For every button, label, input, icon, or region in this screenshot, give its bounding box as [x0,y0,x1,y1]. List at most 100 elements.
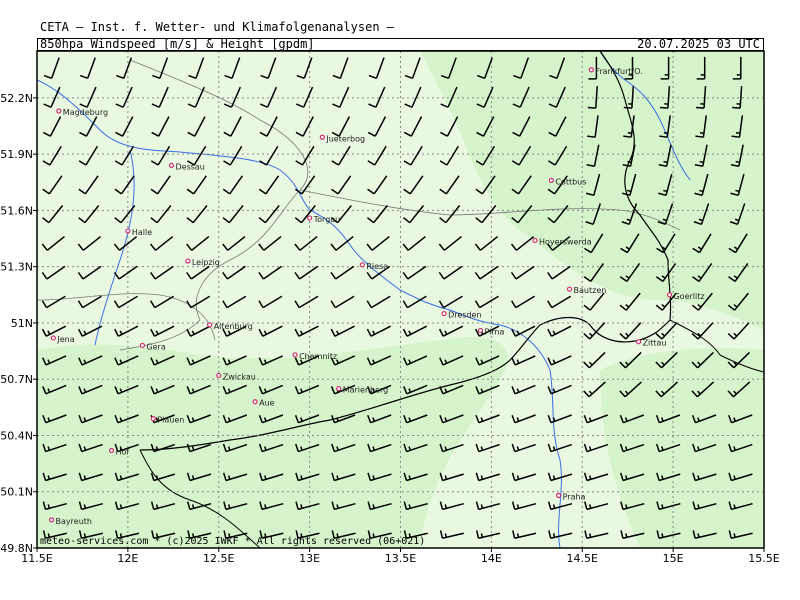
wind-barb [476,57,493,80]
city-marker: Gera [139,342,166,351]
wind-barb [620,233,640,254]
city-marker: Frankfurt/O. [588,67,643,76]
wind-barb [222,414,248,424]
wind-barb [113,236,138,251]
lon-tick-label: 12E [117,552,138,565]
city-label: Cottbus [555,177,586,186]
wind-barb [77,265,102,280]
wind-barb [658,144,672,168]
wind-barb [619,381,642,398]
wind-barb [43,86,61,108]
wind-barb [150,205,172,224]
wind-barb [655,262,677,283]
city-dot [139,342,146,349]
city-marker: Magdeburg [56,108,108,117]
wind-barb [511,384,536,395]
wind-barb [511,175,532,195]
city-dot [50,335,56,341]
wind-barb [113,265,138,280]
wind-barb [510,236,535,251]
wind-barb [42,175,63,195]
lon-tick-label: 11.5E [21,552,52,565]
wind-barbs [41,56,753,539]
wind-barb [258,414,284,424]
wind-barb [295,501,320,511]
wind-barb [367,530,392,539]
wind-barb [438,265,463,280]
wind-barb [258,355,283,366]
wind-barb [367,501,392,511]
wind-barb [223,530,248,539]
wind-barb [512,116,531,137]
wind-barb [186,295,211,309]
wind-barb [295,116,314,137]
wind-barb [404,57,421,80]
wind-barb [41,295,66,309]
wind-barb [258,295,283,309]
wind-barb [474,236,499,251]
wind-barb [77,295,102,309]
wind-barb [403,414,428,424]
wind-barb [187,145,207,166]
country-border-bavaria [139,449,261,548]
wind-barb [657,203,674,226]
wind-barb [41,265,66,280]
wind-barb [113,295,138,309]
wind-barb [619,262,641,283]
city-dot [359,262,365,268]
wind-barb [586,144,600,168]
wind-barb [223,116,242,137]
wind-barb [512,86,530,108]
state-border-thuringia [37,293,216,341]
city-label: Bayreuth [56,517,92,526]
wind-barb [439,472,464,482]
wind-barb [655,292,677,311]
wind-barb [78,355,103,366]
wind-barb [659,86,671,109]
wind-barb [584,233,604,254]
wind-barb [475,530,501,539]
city-marker: Pirna [477,327,505,336]
wind-barb [547,205,569,224]
wind-barb [692,443,717,453]
wind-barb [547,295,572,309]
wind-barb [403,384,428,395]
wind-barb [728,414,753,424]
wind-barb [368,86,386,108]
lat-tick-label: 51.3N [0,261,33,274]
city-label: Dresden [448,311,481,320]
lon-tick-label: 14.5E [567,552,598,565]
wind-barb [587,86,598,109]
city-dot [319,134,325,140]
wind-barb [475,501,501,511]
wind-barb [222,265,246,280]
wind-barb [223,145,243,166]
wind-barb [695,115,708,138]
wind-barb [583,472,609,482]
wind-barb [222,325,247,337]
wind-barb [366,384,392,395]
city-marker: Goerlitz [666,292,705,301]
city-dot [532,237,538,244]
wind-barb [547,325,572,337]
wind-barb [402,295,427,309]
city-label: Zittau [643,339,667,348]
wind-barb [547,384,572,395]
wind-barb [439,175,460,195]
wind-barb [548,116,567,137]
wind-barb [692,233,712,254]
wind-barb [548,86,566,108]
wind-barb [78,205,100,224]
city-dot [207,322,213,328]
wind-barb [294,355,319,366]
wind-barb [367,472,392,482]
cities-layer: Magdeburg Jueterbog Dessau Cottbus Frankfurt… [48,67,705,526]
state-border [119,59,309,351]
wind-barb [331,145,351,166]
city-marker: Hoyerswerda [532,237,592,246]
wind-barb [510,295,535,309]
wind-barb [186,355,211,366]
city-dot [168,162,175,169]
wind-barb [330,414,356,424]
